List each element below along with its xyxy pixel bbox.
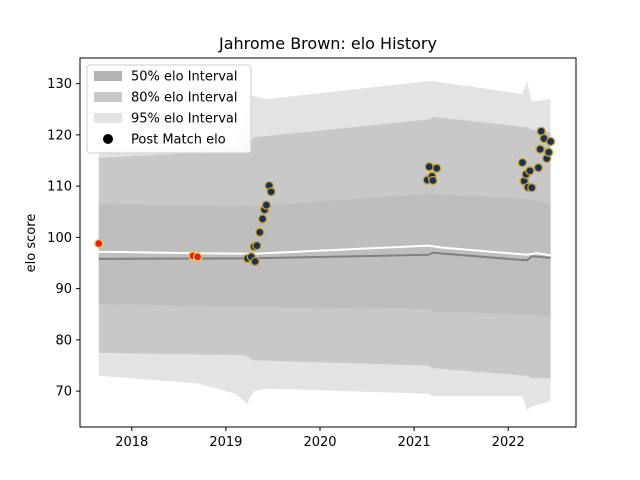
post-match-point-8	[252, 240, 262, 251]
post-match-point-1	[94, 238, 104, 249]
legend-label-4: Post Match elo	[131, 133, 226, 148]
post-match-point-27	[535, 144, 545, 154]
post-match-point-24	[525, 166, 535, 176]
y-tick-label-90: 90	[55, 282, 72, 297]
y-tick-label-120: 120	[47, 128, 72, 143]
post-match-point-14	[266, 187, 276, 197]
plot-area	[94, 81, 556, 411]
x-tick-label-2022: 2022	[492, 435, 525, 450]
legend-swatch-3	[94, 113, 122, 123]
post-match-point-12	[261, 200, 272, 210]
legend-marker-4	[103, 134, 113, 144]
legend: 50% elo Interval 80% elo Interval 95% elo …	[86, 64, 252, 154]
y-tick-label-70: 70	[55, 385, 72, 400]
line-series-1	[98, 244, 551, 257]
post-match-point-3	[192, 252, 203, 262]
post-match-point-10	[257, 214, 268, 224]
chart-title: Jahrome Brown: elo History	[218, 34, 437, 53]
legend-label-2: 80% elo Interval	[131, 91, 238, 106]
post-match-point-31	[544, 147, 554, 157]
legend-swatch-1	[94, 71, 122, 81]
legend-label-3: 95% elo Interval	[131, 112, 238, 127]
legend-box	[86, 64, 252, 154]
y-tick-label-100: 100	[47, 231, 72, 246]
post-match-point-6	[250, 256, 260, 267]
y-tick-label-80: 80	[55, 333, 72, 348]
x-tick-label-2021: 2021	[398, 435, 431, 450]
post-match-point-19	[432, 163, 442, 173]
post-match-point-20	[517, 157, 528, 168]
band-3	[98, 193, 551, 317]
x-tick-label-2018: 2018	[115, 435, 148, 450]
post-match-point-18	[428, 175, 438, 186]
x-tick-label-2020: 2020	[303, 435, 336, 450]
axes-frame	[79, 57, 577, 428]
post-match-point-9	[255, 227, 265, 237]
x-tick-label-2019: 2019	[209, 435, 242, 450]
axes: 2018 2019 2020 2021 2022 70 80 90 100 110 120 130	[47, 57, 577, 450]
post-match-point-26	[533, 163, 544, 173]
post-match-point-16	[424, 162, 434, 172]
post-match-point-25	[527, 183, 537, 193]
legend-label-1: 50% elo Interval	[131, 70, 238, 85]
legend-swatch-2	[94, 92, 122, 102]
y-axis-title: elo score	[24, 214, 39, 273]
y-tick-label-110: 110	[47, 180, 72, 195]
y-tick-label-130: 130	[47, 77, 72, 92]
post-match-point-32	[545, 136, 556, 147]
